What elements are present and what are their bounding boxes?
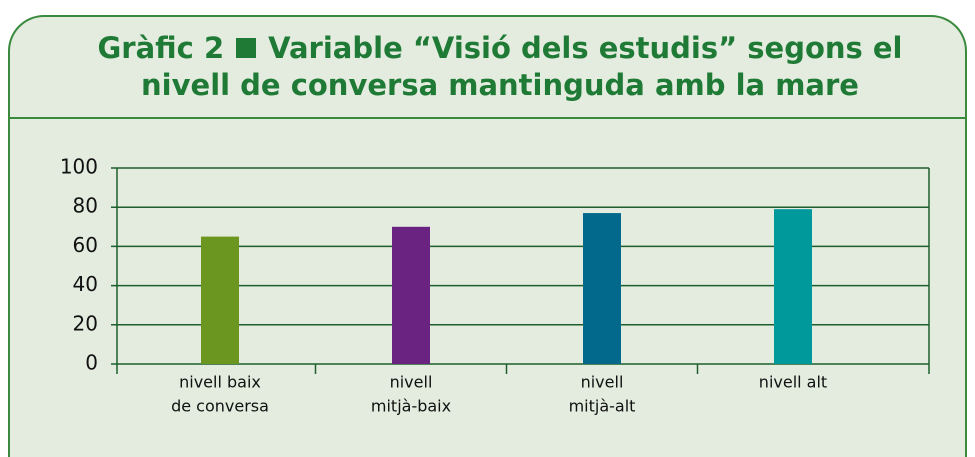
chart-label: Gràfic 2 <box>97 31 225 65</box>
bar <box>774 209 812 364</box>
chart-title: Gràfic 2 Variable “Visió dels estudis” se… <box>60 30 940 104</box>
x-tick-label: nivell baix <box>179 373 261 392</box>
separator <box>8 117 967 119</box>
y-tick-label: 20 <box>73 311 98 335</box>
page: Gràfic 2 Variable “Visió dels estudis” se… <box>8 15 967 457</box>
bar <box>583 213 621 364</box>
title-text: Variable “Visió dels estudis” segons el … <box>141 31 903 102</box>
y-tick-label: 0 <box>85 351 98 375</box>
bar <box>392 226 430 364</box>
x-tick-label: mitjà-alt <box>569 397 636 416</box>
square-icon <box>236 38 257 58</box>
chart: 0 20 40 60 80 100 nivell baix de conversa nivell… <box>60 155 930 416</box>
y-tick-label: 100 <box>60 155 98 179</box>
y-tick-label: 40 <box>73 272 98 296</box>
x-tick-label: nivell <box>581 373 624 392</box>
x-tick-label: nivell alt <box>759 373 827 392</box>
x-tick-label: mitjà-baix <box>371 397 451 416</box>
y-tick-label: 60 <box>73 233 98 257</box>
bar <box>201 236 239 364</box>
x-tick-label: de conversa <box>171 397 269 416</box>
x-tick-label: nivell <box>390 373 433 392</box>
y-tick-label: 80 <box>73 194 98 218</box>
